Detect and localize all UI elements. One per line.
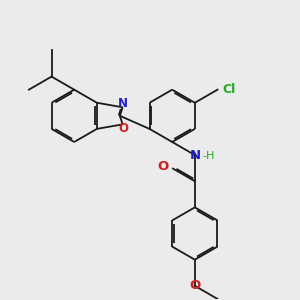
Text: N: N (190, 148, 201, 162)
Text: Cl: Cl (223, 82, 236, 96)
Text: O: O (189, 279, 200, 292)
Text: N: N (118, 97, 128, 110)
Text: -H: -H (203, 151, 215, 160)
Text: O: O (158, 160, 169, 173)
Text: O: O (118, 122, 128, 135)
